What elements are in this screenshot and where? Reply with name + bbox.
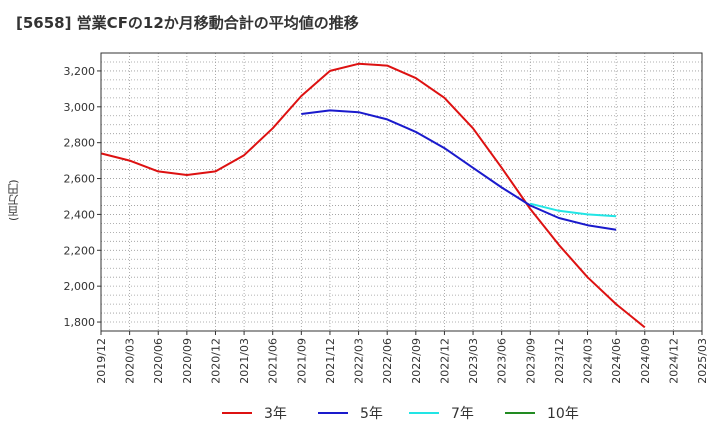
- series-line-3年: [100, 62, 646, 329]
- y-tick-label: 1,800: [64, 316, 96, 329]
- y-tick-label: 2,800: [64, 137, 96, 150]
- y-tick-label: 2,200: [64, 244, 96, 257]
- x-tick-label: 2020/06: [152, 338, 165, 384]
- x-tick-label: 2024/06: [610, 338, 623, 384]
- plot-area-border: [100, 52, 703, 332]
- x-tick-label: 2024/09: [639, 338, 652, 384]
- x-tick-label: 2022/12: [438, 338, 451, 384]
- y-tick-label: 3,200: [64, 65, 96, 78]
- y-tick-label: 3,000: [64, 101, 96, 114]
- x-tick-label: 2021/06: [267, 338, 280, 384]
- x-tick-label: 2024/12: [667, 338, 680, 384]
- series-line-7年: [530, 202, 617, 218]
- legend-label-7年: 7年: [451, 406, 474, 422]
- x-tick-label: 2022/06: [381, 338, 394, 384]
- x-tick-label: 2023/12: [553, 338, 566, 384]
- x-tick-label: 2021/03: [238, 338, 251, 384]
- x-tick-label: 2022/03: [353, 338, 366, 384]
- x-tick-label: 2023/09: [524, 338, 537, 384]
- x-tick-label: 2021/12: [324, 338, 337, 384]
- y-tick-label: 2,600: [64, 173, 96, 186]
- y-tick-label: 2,400: [64, 208, 96, 221]
- legend-label-5年: 5年: [360, 406, 383, 422]
- x-tick-label: 2023/03: [467, 338, 480, 384]
- x-tick-label: 2020/12: [209, 338, 222, 384]
- series-line-5年: [301, 109, 617, 231]
- series-lines: [100, 62, 646, 329]
- grid: [100, 53, 703, 331]
- x-tick-label: 2021/09: [295, 338, 308, 384]
- x-tick-label: 2023/06: [496, 338, 509, 384]
- x-tick-label: 2019/12: [95, 338, 108, 384]
- x-tick-label: 2022/09: [410, 338, 423, 384]
- legend-label-10年: 10年: [547, 406, 579, 422]
- x-tick-label: 2020/03: [124, 338, 137, 384]
- x-tick-label: 2024/03: [582, 338, 595, 384]
- x-axis: 2019/12 2020/03 2020/06 2020/09 2020/12 2021/…: [95, 331, 709, 384]
- legend-label-3年: 3年: [264, 406, 287, 422]
- y-axis: 1,800 2,000 2,200 2,400 2,600 2,800 3,000 3,200: [64, 65, 101, 329]
- x-tick-label: 2020/09: [181, 338, 194, 384]
- chart-title: [5658] 営業CFの12か月移動合計の平均値の推移: [16, 14, 359, 32]
- plot-frame: [100, 52, 703, 332]
- legend: 3年 5年 7年 10年: [222, 406, 579, 422]
- x-tick-label: 2025/03: [696, 338, 709, 384]
- y-tick-label: 2,000: [64, 280, 96, 293]
